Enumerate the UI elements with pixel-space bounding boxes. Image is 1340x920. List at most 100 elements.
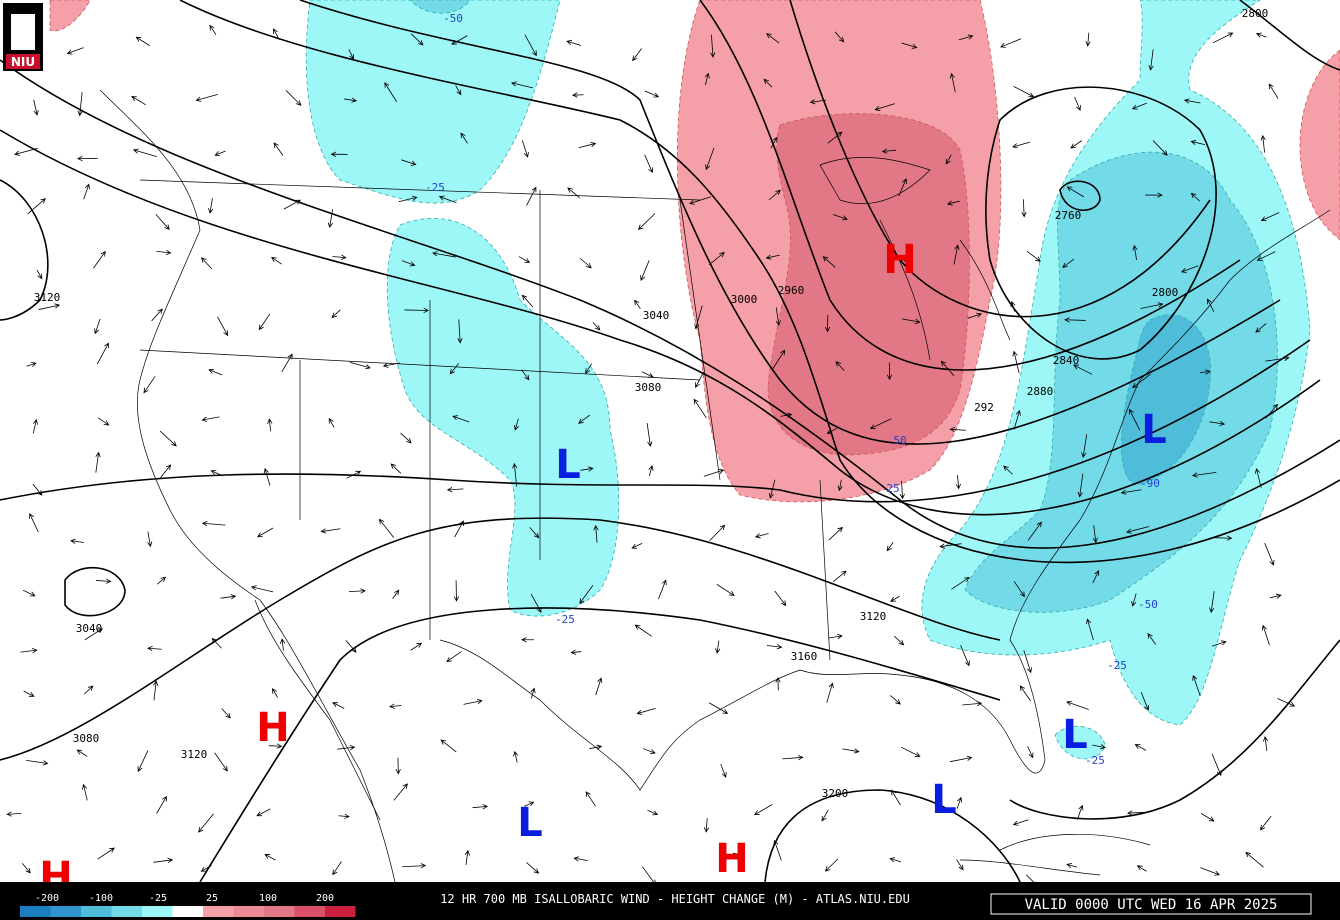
wind-arrow	[945, 154, 952, 165]
wind-arrow	[452, 415, 470, 423]
wind-arrow	[137, 750, 149, 773]
wind-arrow	[891, 789, 901, 806]
wind-arrow	[330, 151, 348, 157]
height-label: 3120	[181, 748, 208, 761]
wind-arrow	[32, 483, 43, 496]
wind-arrow	[1265, 403, 1279, 419]
wind-arrow	[1126, 810, 1144, 816]
colorbar-swatch	[142, 906, 173, 917]
wind-arrow	[432, 251, 456, 258]
colorbar-swatch	[203, 906, 234, 917]
wind-arrow	[1254, 467, 1262, 488]
wind-arrow	[595, 677, 603, 696]
wind-arrow	[382, 362, 400, 368]
wind-arrow	[1120, 489, 1142, 495]
wind-arrow	[1012, 819, 1029, 826]
wind-arrow	[1211, 753, 1222, 777]
wind-arrow	[401, 260, 416, 267]
logo-text: NIU	[11, 55, 35, 69]
wind-arrow	[1191, 471, 1217, 478]
wind-arrow	[832, 214, 848, 221]
wind-arrow	[939, 543, 962, 549]
wind-arrow	[646, 423, 653, 447]
wind-arrow	[770, 136, 778, 149]
wind-arrow	[398, 195, 418, 203]
wind-arrow	[332, 861, 342, 876]
wind-arrow	[1092, 570, 1100, 584]
wind-arrow	[1012, 141, 1031, 149]
wind-arrow	[1269, 593, 1282, 599]
wind-arrow	[94, 318, 101, 335]
wind-arrow	[642, 748, 656, 755]
wind-arrow	[1129, 408, 1141, 431]
wind-arrow	[593, 524, 599, 543]
wind-arrow	[1131, 102, 1147, 110]
wind-arrow	[1255, 32, 1267, 38]
wind-arrow	[1064, 317, 1086, 323]
wind-arrow	[1180, 265, 1199, 273]
wind-arrow	[890, 595, 900, 602]
wind-arrow	[348, 49, 355, 60]
wind-arrow	[567, 187, 580, 199]
wind-arrow	[1140, 692, 1150, 711]
height-label: 2960	[778, 284, 805, 297]
wind-arrow	[826, 682, 834, 703]
wind-arrow	[327, 209, 334, 228]
wind-arrow	[273, 28, 280, 40]
wind-arrow	[349, 588, 366, 594]
wind-arrow	[1076, 804, 1084, 820]
wind-arrow	[460, 132, 468, 144]
wind-arrow	[703, 468, 725, 477]
wind-arrow	[833, 570, 847, 582]
wind-arrow	[401, 159, 417, 166]
wind-arrow	[38, 303, 61, 310]
wind-arrow	[894, 635, 905, 646]
wind-arrow	[1086, 618, 1094, 641]
wind-arrow	[81, 783, 88, 801]
wind-arrow	[463, 698, 483, 705]
wind-arrow	[198, 813, 214, 833]
wind-arrow	[1190, 139, 1205, 146]
wind-arrow	[962, 700, 983, 707]
wind-arrow	[1092, 744, 1106, 750]
wind-arrow	[956, 859, 964, 871]
wind-arrow	[1077, 473, 1084, 498]
wind-arrow	[256, 527, 274, 538]
wind-arrow	[951, 577, 970, 590]
wind-arrow	[1066, 862, 1078, 869]
wind-arrow	[449, 363, 460, 375]
wind-arrow	[6, 811, 22, 817]
wind-arrow	[201, 416, 220, 422]
wind-arrow	[571, 92, 584, 98]
wind-arrow	[26, 759, 49, 766]
wind-arrow	[29, 513, 39, 533]
wind-arrow	[400, 432, 412, 444]
wind-arrow	[1023, 650, 1032, 674]
wind-arrow	[378, 518, 395, 538]
wind-arrow	[715, 640, 721, 654]
wind-arrow	[960, 645, 970, 667]
wind-arrow	[518, 256, 531, 263]
height-label: 2880	[1027, 385, 1054, 398]
wind-arrow	[281, 353, 293, 373]
wind-arrow	[349, 361, 371, 370]
wind-arrow	[524, 801, 535, 807]
colorbar-swatch	[81, 906, 112, 917]
wind-arrow	[589, 744, 603, 750]
wind-arrow	[256, 808, 271, 817]
height-label: 292	[974, 401, 994, 414]
wind-arrow	[93, 250, 106, 269]
wind-arrow	[20, 648, 38, 654]
wind-arrow	[131, 96, 146, 106]
wind-arrow	[156, 249, 172, 256]
wind-arrow	[1066, 186, 1085, 198]
wind-arrow	[1132, 373, 1151, 389]
wind-arrow	[1013, 86, 1035, 98]
wind-arrow	[705, 147, 715, 171]
colorbar-swatch	[233, 906, 264, 917]
wind-arrow	[159, 464, 172, 479]
wind-arrow	[454, 520, 464, 538]
wind-arrow	[1027, 521, 1042, 541]
wind-arrow	[1209, 591, 1215, 614]
